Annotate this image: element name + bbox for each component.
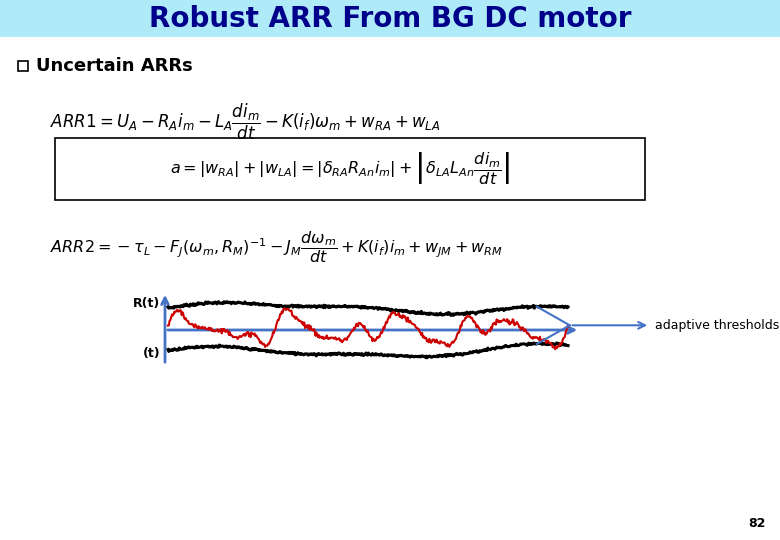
Text: (t): (t) <box>143 347 160 360</box>
Text: $ARR1 = U_A - R_A i_m - L_A \dfrac{di_m}{dt} - K(i_f)\omega_m + w_{RA} + w_{LA}$: $ARR1 = U_A - R_A i_m - L_A \dfrac{di_m}… <box>50 102 441 142</box>
Bar <box>0 0 780 37</box>
Text: R(t): R(t) <box>133 296 160 309</box>
Text: Uncertain ARRs: Uncertain ARRs <box>36 57 193 75</box>
Text: adaptive thresholds: adaptive thresholds <box>655 319 779 332</box>
Text: Robust ARR From BG DC motor: Robust ARR From BG DC motor <box>149 5 631 33</box>
Text: $ARR2 = -\tau_L - F_J(\omega_m, R_M)^{-1} - J_M \dfrac{d\omega_m}{dt} + K(i_f)i_: $ARR2 = -\tau_L - F_J(\omega_m, R_M)^{-1… <box>50 229 503 265</box>
Text: 82: 82 <box>748 517 766 530</box>
Text: $a = |w_{RA}| + |w_{LA}| = |\delta_{RA} R_{An} i_m| + \left|\delta_{LA} L_{An} \: $a = |w_{RA}| + |w_{LA}| = |\delta_{RA} … <box>170 151 510 187</box>
Bar <box>18 61 28 71</box>
Bar <box>55 138 645 200</box>
